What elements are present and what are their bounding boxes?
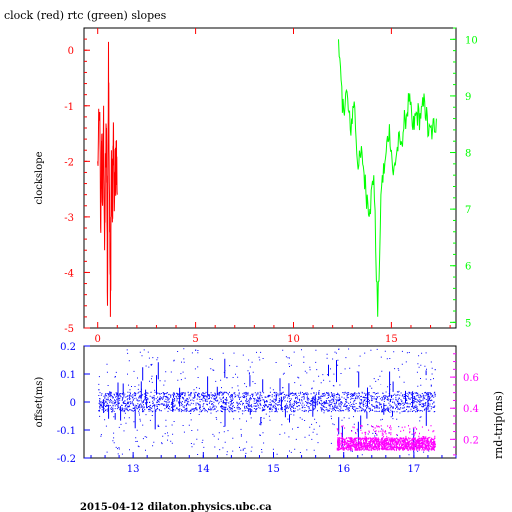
footer-label: 2015-04-12 dilaton.physics.ubc.ca [80,502,272,512]
chart-title: clock (red) rtc (green) slopes [4,9,167,22]
offset-series-dots [98,348,436,456]
top-axes-group: 0 5 10 15 0 -1 -2 -3 -4 -5 10 9 8 7 6 5 [64,27,478,345]
top-y2-tick-label: 6 [465,262,471,273]
top-x-tick-label: 0 [95,334,101,345]
top-y-tick-label: 0 [68,46,74,57]
offset-panel: 13 14 15 16 17 0.2 0.1 0 -0.1 -0.2 0.6 0.4 0.2 offse… [34,342,505,475]
bottom-x-tick-label: 13 [127,464,140,475]
top-y2-tick-label: 5 [465,318,471,329]
bottom-y2-tick-label: 0.4 [463,404,479,415]
clock-slope-series-line [97,41,118,317]
bottom-y2-axis-label: rnd-trip(ms) [492,391,505,459]
bottom-x-tick-label: 17 [408,464,421,475]
bottom-y-tick-label: 0.2 [60,342,76,353]
bottom-y-tick-label: 0.1 [60,370,76,381]
top-x-tick-label: 10 [287,334,300,345]
top-y2-tick-label: 10 [465,35,478,46]
top-y-tick-label: -3 [64,213,74,224]
top-x-tick-label: 15 [385,334,398,345]
top-y-tick-label: -5 [64,324,74,335]
bottom-axes-group: 13 14 15 16 17 0.2 0.1 0 -0.1 -0.2 0.6 0.4 0.2 [57,342,479,475]
bottom-x-tick-label: 16 [337,464,350,475]
top-x-tick-label: 5 [192,334,198,345]
bottom-y-tick-label: -0.1 [57,426,76,437]
top-y-tick-label: -2 [64,157,74,168]
rtc-slope-series-line [338,39,437,317]
bottom-x-tick-label: 15 [267,464,280,475]
top-y2-tick-label: 8 [465,149,471,160]
bottom-x-tick-label: 14 [197,464,210,475]
bottom-y-tick-label: -0.2 [57,454,76,465]
top-y-tick-label: -1 [64,102,74,113]
bottom-series-group [98,348,436,456]
bottom-y-axis-label: offset(ms) [34,377,45,428]
top-series-group [97,39,437,317]
top-plot-frame [83,27,457,329]
bottom-y2-tick-label: 0.6 [463,373,479,384]
clock-slope-panel: 0 5 10 15 0 -1 -2 -3 -4 -5 10 9 8 7 6 5 clockslope [34,27,478,345]
top-y2-tick-label: 7 [465,205,471,216]
top-y-axis-label: clockslope [34,151,45,204]
rnd-trip-series-dots [336,424,436,451]
top-y2-tick-label: 9 [465,92,471,103]
top-y-tick-label: -4 [64,268,74,279]
bottom-y-tick-label: 0 [70,398,76,409]
bottom-y2-tick-label: 0.2 [463,435,479,446]
